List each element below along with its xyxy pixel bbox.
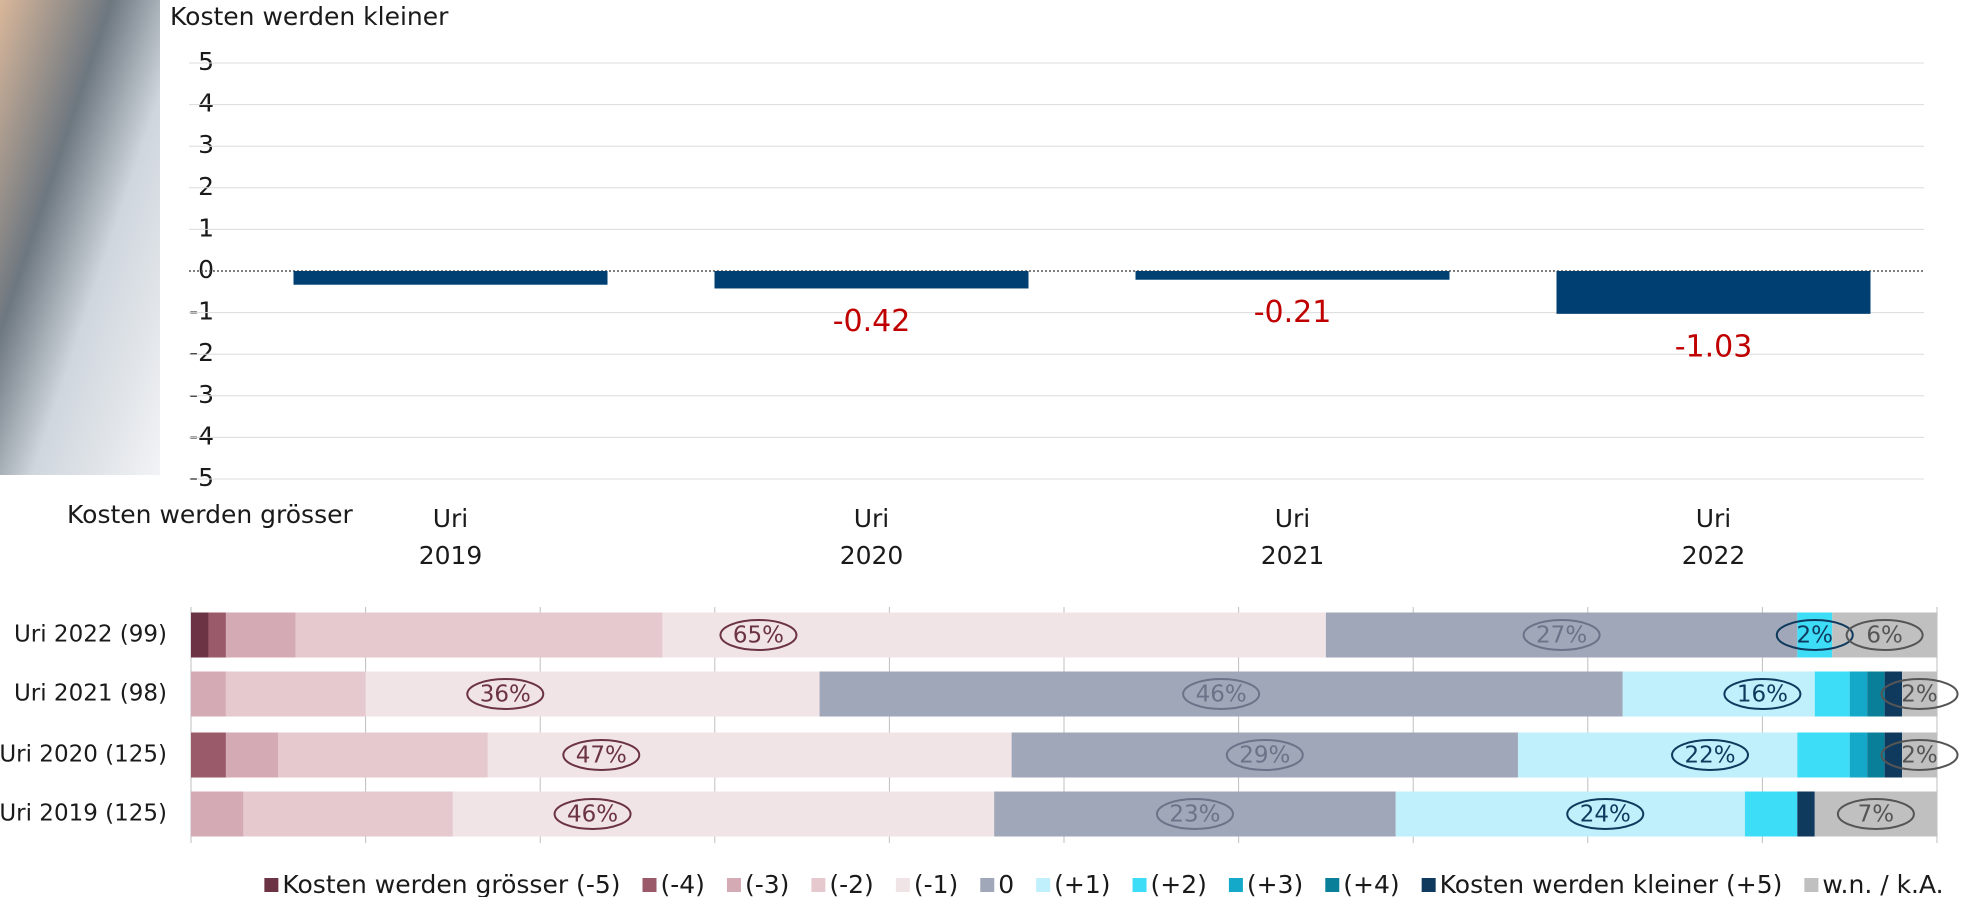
- y-tick-label: 0: [198, 255, 214, 284]
- bar-segment: [226, 672, 366, 717]
- annotation: 23%: [1169, 802, 1220, 828]
- bar-segment: [1885, 733, 1902, 778]
- bar-segment: [1797, 733, 1849, 778]
- annotation: 6%: [1866, 623, 1903, 649]
- legend-swatch: [1036, 878, 1050, 892]
- annotation: 46%: [567, 802, 618, 828]
- legend-label: (-3): [745, 870, 789, 897]
- annotation: 36%: [480, 682, 531, 708]
- value-label: -0.21: [1254, 295, 1332, 330]
- annotation: 7%: [1858, 802, 1895, 828]
- y-tick-label: Uri 2021 (98): [14, 681, 167, 707]
- bar-segment: [1850, 733, 1867, 778]
- legend-label: Kosten werden grösser (-5): [282, 870, 620, 897]
- bar-segment: [1815, 672, 1850, 717]
- legend-swatch: [1133, 878, 1147, 892]
- legend-label: (-2): [829, 870, 873, 897]
- annotation: 29%: [1239, 743, 1290, 769]
- bar-segment: [488, 733, 1012, 778]
- bar-segment: [191, 733, 226, 778]
- y-tick-label: -4: [189, 421, 214, 450]
- value-label: -1.03: [1675, 329, 1753, 364]
- x-tick-label: Uri 2019: [406, 500, 496, 574]
- legend-label: (+1): [1054, 870, 1110, 897]
- x-tick-label: Uri 2022: [1669, 500, 1759, 574]
- bar-segment: [191, 792, 243, 837]
- y-tick-label: Uri 2020 (125): [0, 742, 167, 768]
- annotation: 16%: [1737, 682, 1788, 708]
- y-tick-label: -1: [189, 297, 214, 326]
- legend-label: (+4): [1343, 870, 1399, 897]
- legend-label: (-4): [661, 870, 705, 897]
- bar-segment: [191, 672, 226, 717]
- annotation: 46%: [1196, 682, 1247, 708]
- annotation: 27%: [1536, 623, 1587, 649]
- bar-segment: [296, 613, 663, 658]
- bar-segment: [1396, 792, 1745, 837]
- legend-label: w.n. / k.A.: [1822, 870, 1943, 897]
- y-tick-label: 5: [198, 47, 214, 76]
- bar-segment: [278, 733, 488, 778]
- value-label: -0.42: [833, 304, 911, 339]
- calculator-photo: [0, 0, 160, 475]
- legend-swatch: [896, 878, 910, 892]
- y-tick-label: -3: [189, 380, 214, 409]
- bar: [294, 271, 608, 285]
- annotation: 2%: [1901, 682, 1938, 708]
- legend-swatch: [1229, 878, 1243, 892]
- y-tick-label: Uri 2022 (99): [14, 622, 167, 648]
- bar-segment: [243, 792, 453, 837]
- annotation: 47%: [576, 743, 627, 769]
- bar-segment: [208, 613, 225, 658]
- annotation: 22%: [1684, 743, 1735, 769]
- legend-label: Kosten werden kleiner (+5): [1440, 870, 1783, 897]
- bar-segment: [1885, 672, 1902, 717]
- legend-label: (-1): [914, 870, 958, 897]
- annotation: 65%: [733, 623, 784, 649]
- bar-segment: [1745, 792, 1797, 837]
- legend-label: (+2): [1151, 870, 1207, 897]
- y-tick-label: 2: [198, 172, 214, 201]
- annotation: 24%: [1580, 802, 1631, 828]
- bar: [1136, 271, 1450, 280]
- annotation: 2%: [1797, 623, 1834, 649]
- y-tick-label: 4: [198, 89, 214, 118]
- legend-swatch: [811, 878, 825, 892]
- y-tick-label: 3: [198, 130, 214, 159]
- x-tick-label: Uri 2020: [827, 500, 917, 574]
- bar-segment: [226, 613, 296, 658]
- y-axis-title: Kosten werden kleiner: [170, 2, 449, 31]
- y-tick-label: Uri 2019 (125): [0, 801, 167, 827]
- legend-swatch: [643, 878, 657, 892]
- x-tick-label: Uri 2021: [1248, 500, 1338, 574]
- legend-label: 0: [998, 870, 1014, 897]
- y-axis-title: Kosten werden grösser: [67, 500, 353, 529]
- bar-segment: [1850, 672, 1867, 717]
- legend-swatch: [1325, 878, 1339, 892]
- bar-segment: [226, 733, 278, 778]
- chart: Kosten werden kleiner Kosten werden gröss…: [0, 0, 1962, 897]
- bar-segment: [191, 613, 208, 658]
- legend-swatch: [264, 878, 278, 892]
- y-tick-label: -2: [189, 338, 214, 367]
- legend-swatch: [727, 878, 741, 892]
- legend-swatch: [1804, 878, 1818, 892]
- bar: [1557, 271, 1871, 314]
- bar-segment: [366, 672, 820, 717]
- bar-segment: [1797, 792, 1814, 837]
- page: {"chart_data":[ {"type":"bar","y_title_t…: [0, 0, 1962, 897]
- legend-swatch: [1422, 878, 1436, 892]
- legend-swatch: [980, 878, 994, 892]
- bar: [715, 271, 1029, 288]
- y-tick-label: 1: [198, 213, 214, 242]
- annotation: 2%: [1901, 743, 1938, 769]
- bar-segment: [1518, 733, 1797, 778]
- legend-label: (+3): [1247, 870, 1303, 897]
- y-tick-label: -5: [189, 463, 214, 492]
- bar-segment: [453, 792, 994, 837]
